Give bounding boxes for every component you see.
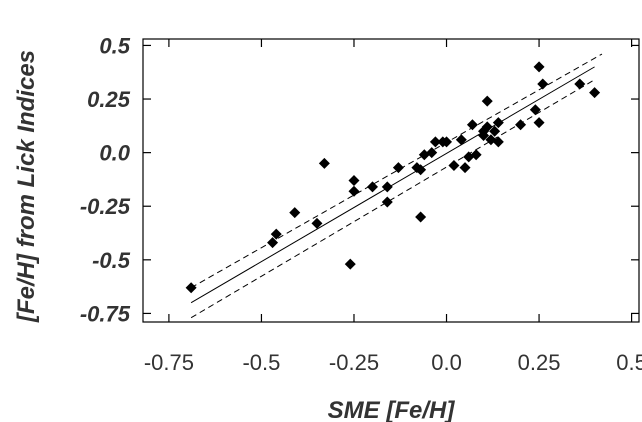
x-axis-label: SME [Fe/H]	[328, 397, 456, 422]
data-point	[481, 121, 493, 133]
labels-layer: -0.75 -0.5 -0.25 0.0 0.25 0.5 0.5 0.25 0.0 -0.25 -…	[80, 33, 642, 375]
data-point	[348, 185, 360, 197]
data-point	[270, 228, 282, 240]
data-point	[529, 104, 541, 116]
data-point	[492, 117, 504, 129]
data-point	[455, 134, 467, 146]
data-point	[344, 258, 356, 270]
x-tick-label: 0.5	[616, 350, 642, 375]
data-point	[448, 159, 460, 171]
data-point	[441, 136, 453, 148]
points-layer	[185, 61, 601, 294]
x-tick-label: -0.5	[242, 350, 280, 375]
y-tick-label: -0.75	[80, 301, 131, 326]
x-tick-label: -0.25	[329, 350, 379, 375]
data-point	[478, 129, 490, 141]
data-point	[267, 237, 279, 249]
x-tick-label: 0.0	[431, 350, 462, 375]
data-point	[429, 136, 441, 148]
data-point	[311, 217, 323, 229]
fit-line	[190, 66, 595, 304]
x-tick-label: -0.75	[144, 350, 194, 375]
data-point	[492, 136, 504, 148]
data-point	[415, 164, 427, 176]
ticks-layer	[143, 39, 639, 322]
data-point	[289, 207, 301, 219]
data-point	[589, 87, 601, 99]
data-point	[318, 157, 330, 169]
data-point	[459, 162, 471, 174]
x-tick-label: 0.25	[518, 350, 561, 375]
data-point	[381, 196, 393, 208]
data-point	[185, 282, 197, 294]
plot-frame	[142, 38, 640, 323]
y-tick-label: 0.25	[87, 87, 131, 112]
data-point	[392, 162, 404, 174]
y-axis-label: [Fe/H] from Lick Indices	[13, 50, 40, 323]
data-point	[381, 181, 393, 193]
y-tick-label: -0.25	[80, 194, 131, 219]
data-point	[481, 95, 493, 107]
data-point	[515, 119, 527, 131]
y-tick-label: -0.5	[92, 248, 131, 273]
data-point	[466, 119, 478, 131]
lower-dashed-line	[190, 79, 595, 319]
data-point	[415, 211, 427, 223]
data-point	[533, 117, 545, 129]
upper-dashed-line	[190, 53, 603, 289]
y-tick-label: 0.0	[99, 141, 130, 166]
data-point	[533, 61, 545, 73]
lines-layer	[190, 53, 603, 319]
data-point	[489, 125, 501, 137]
y-tick-label: 0.5	[99, 33, 130, 58]
data-point	[574, 78, 586, 90]
data-point	[348, 175, 360, 186]
data-point	[537, 78, 549, 90]
data-point	[366, 181, 378, 193]
data-point	[426, 147, 438, 159]
data-point	[470, 149, 482, 161]
